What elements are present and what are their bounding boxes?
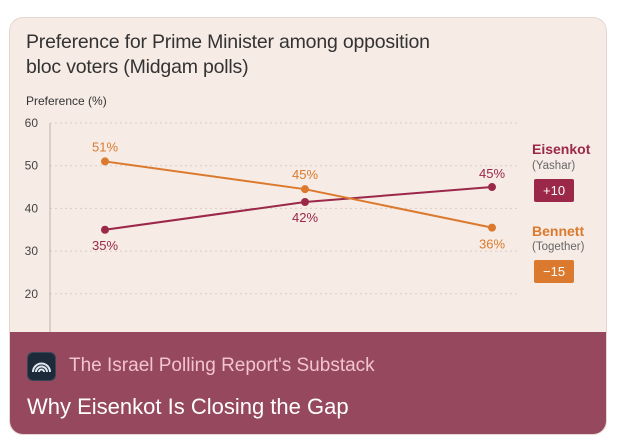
legend-bennett-change-badge: −15	[534, 260, 575, 283]
y-tick-label-40: 40	[25, 201, 39, 215]
legend-eisenkot-name: Eisenkot	[532, 141, 591, 157]
y-tick-label-30: 30	[25, 244, 39, 258]
substack-logo-icon[interactable]	[27, 352, 56, 381]
data-label-eisenkot-1: 42%	[292, 210, 318, 225]
post-card[interactable]: 10 20 30 40 50 60 35% 42% 45% 51% 45% 36% Preferenc…	[9, 17, 607, 435]
data-point-bennett-2	[488, 223, 496, 232]
legend-bennett-name: Bennett	[532, 223, 585, 239]
data-label-eisenkot-2: 45%	[479, 166, 505, 181]
y-tick-label-60: 60	[25, 116, 39, 130]
y-axis-label: Preference (%)	[26, 94, 107, 108]
legend-eisenkot-change-badge: +10	[534, 179, 575, 202]
publication-name[interactable]: The Israel Polling Report's Substack	[69, 355, 375, 376]
y-tick-label-20: 20	[25, 287, 39, 301]
data-label-bennett-1: 45%	[292, 167, 318, 182]
y-tick-label-50: 50	[25, 159, 39, 173]
y-tick-label-10: 10	[25, 330, 39, 333]
data-point-eisenkot-1	[301, 197, 309, 206]
data-point-eisenkot-2	[488, 183, 496, 192]
data-point-eisenkot-0	[101, 225, 109, 234]
legend-eisenkot-party: (Yashar)	[532, 160, 576, 172]
data-label-bennett-2: 36%	[479, 237, 505, 252]
legend-bennett-party: (Together)	[532, 241, 585, 253]
data-label-bennett-0: 51%	[92, 139, 118, 154]
chart-title: Preference for Prime Minister among oppo…	[26, 31, 430, 78]
post-title[interactable]: Why Eisenkot Is Closing the Gap	[27, 394, 349, 419]
line-chart: 10 20 30 40 50 60 35% 42% 45% 51% 45% 36%	[25, 116, 520, 333]
post-footer[interactable]: The Israel Polling Report's Substack Why…	[10, 332, 606, 434]
data-point-bennett-0	[101, 157, 109, 166]
data-label-eisenkot-0: 35%	[92, 238, 118, 253]
data-point-bennett-1	[301, 185, 309, 194]
